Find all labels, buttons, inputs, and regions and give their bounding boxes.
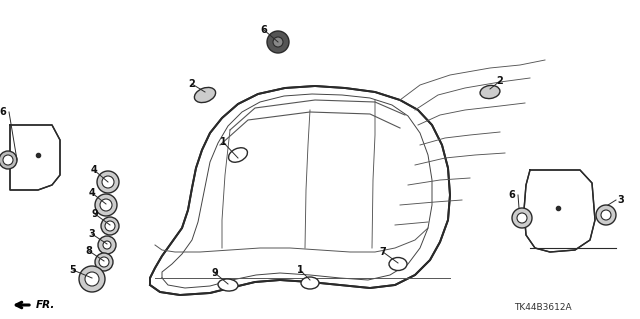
Text: 8: 8 (86, 246, 92, 256)
Circle shape (517, 213, 527, 223)
Ellipse shape (218, 279, 238, 291)
Ellipse shape (480, 85, 500, 99)
Text: 5: 5 (70, 265, 76, 275)
Text: 3: 3 (618, 195, 625, 205)
Text: TK44B3612A: TK44B3612A (514, 303, 572, 313)
Ellipse shape (389, 257, 407, 271)
Circle shape (103, 241, 111, 249)
Text: FR.: FR. (36, 300, 56, 310)
Circle shape (601, 210, 611, 220)
Text: 7: 7 (380, 247, 387, 257)
Circle shape (267, 31, 289, 53)
Text: 1: 1 (220, 137, 227, 147)
Polygon shape (150, 86, 450, 295)
Text: 6: 6 (509, 190, 515, 200)
Text: 9: 9 (92, 209, 99, 219)
Text: 4: 4 (91, 165, 97, 175)
Text: 2: 2 (497, 76, 504, 86)
Circle shape (101, 217, 119, 235)
Circle shape (596, 205, 616, 225)
Circle shape (100, 199, 112, 211)
Ellipse shape (301, 277, 319, 289)
Circle shape (102, 176, 114, 188)
Circle shape (512, 208, 532, 228)
Circle shape (98, 236, 116, 254)
Text: 1: 1 (296, 265, 303, 275)
Text: 6: 6 (0, 107, 6, 117)
Circle shape (95, 253, 113, 271)
Polygon shape (10, 125, 60, 190)
Polygon shape (524, 170, 595, 252)
Circle shape (99, 257, 109, 267)
Circle shape (95, 194, 117, 216)
Circle shape (273, 37, 283, 47)
Circle shape (85, 272, 99, 286)
Ellipse shape (195, 87, 216, 103)
Circle shape (79, 266, 105, 292)
Text: 9: 9 (212, 268, 218, 278)
Circle shape (3, 155, 13, 165)
Circle shape (105, 221, 115, 231)
Ellipse shape (228, 148, 248, 162)
Circle shape (97, 171, 119, 193)
Circle shape (0, 151, 17, 169)
Text: 2: 2 (189, 79, 195, 89)
Text: 4: 4 (88, 188, 95, 198)
Text: 6: 6 (260, 25, 268, 35)
Text: 3: 3 (88, 229, 95, 239)
